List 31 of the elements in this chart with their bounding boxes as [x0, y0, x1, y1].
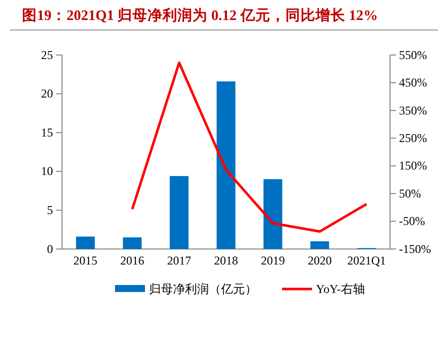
- y-tick-label: 0: [47, 242, 53, 256]
- x-tick-label: 2019: [260, 254, 285, 268]
- x-tick-label: 2018: [214, 254, 238, 268]
- y2-tick-label: 50%: [399, 186, 421, 200]
- bar: [216, 81, 236, 249]
- y-tick-label: 20: [41, 86, 53, 101]
- y-tick-label: 15: [41, 125, 53, 140]
- x-tick-label: 2020: [308, 254, 332, 268]
- bar: [122, 237, 142, 249]
- line-series: [131, 62, 368, 233]
- x-tick-label: 2017: [167, 254, 192, 268]
- y2-tick-label: 250%: [399, 130, 427, 145]
- y2-tick-label: 150%: [399, 158, 427, 173]
- y2-tick-label: 550%: [399, 48, 427, 62]
- y2-tick-label: 350%: [399, 103, 427, 118]
- x-tick-label: 2021Q1: [347, 254, 386, 268]
- bar: [310, 241, 330, 249]
- chart-title: 图19：2021Q1 归母净利润为 0.12 亿元，同比增长 12%: [22, 6, 378, 24]
- y-tick-label: 10: [41, 164, 53, 178]
- x-tick-label: 2016: [120, 254, 144, 268]
- legend-label: YoY-右轴: [316, 282, 365, 296]
- x-tick-label: 2015: [73, 254, 98, 268]
- y2-tick-label: 450%: [399, 76, 427, 90]
- y-tick-label: 5: [47, 203, 53, 218]
- y2-tick-label: -50%: [399, 214, 425, 228]
- y2-tick-label: -150%: [399, 242, 431, 256]
- bar: [170, 176, 189, 249]
- y-tick-label: 25: [41, 48, 53, 62]
- legend-label: 归母净利润（亿元）: [149, 282, 257, 296]
- bar: [263, 179, 282, 249]
- bar: [76, 236, 95, 249]
